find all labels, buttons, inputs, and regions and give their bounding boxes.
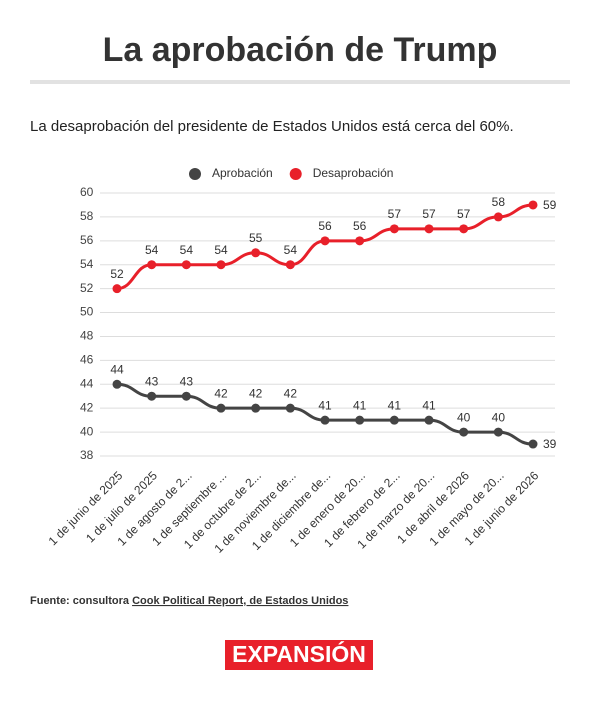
legend-marker [189, 168, 201, 180]
data-label: 41 [353, 398, 367, 412]
data-label: 58 [492, 195, 506, 209]
point [181, 260, 191, 270]
data-label: 42 [284, 386, 298, 400]
point [424, 415, 434, 425]
source-link[interactable]: Cook Political Report, de Estados Unidos [132, 595, 348, 607]
point [389, 224, 399, 234]
legend-label: Desaprobación [313, 166, 394, 180]
point [285, 403, 295, 413]
data-label: 57 [457, 207, 471, 221]
y-tick-label: 42 [80, 400, 94, 414]
point [528, 439, 538, 449]
data-label: 54 [284, 243, 298, 257]
point [528, 200, 538, 210]
y-tick-label: 60 [80, 185, 94, 199]
data-label: 57 [388, 207, 402, 221]
data-label: 44 [110, 362, 124, 376]
point [147, 391, 157, 401]
data-label: 59 [543, 198, 557, 212]
legend-label: Aprobación [212, 166, 273, 180]
point [112, 379, 122, 389]
y-tick-label: 38 [80, 448, 94, 462]
data-label: 43 [145, 374, 159, 388]
data-label: 56 [318, 219, 332, 233]
point [389, 415, 399, 425]
point [355, 236, 365, 246]
subtitle: La desaprobación del presidente de Estad… [30, 118, 514, 135]
point [216, 403, 226, 413]
point [459, 427, 469, 437]
data-label: 56 [353, 219, 367, 233]
point [320, 415, 330, 425]
title-rule [30, 80, 570, 84]
source: Fuente: consultora Cook Political Report… [30, 595, 348, 607]
point [285, 260, 295, 270]
point [459, 224, 469, 234]
y-tick-label: 48 [80, 329, 94, 343]
y-tick-label: 56 [80, 233, 94, 247]
data-label: 42 [249, 386, 263, 400]
data-label: 54 [214, 243, 228, 257]
data-label: 40 [492, 410, 506, 424]
y-tick-label: 54 [80, 257, 94, 271]
point [112, 284, 122, 294]
logo: EXPANSIÓN [232, 640, 366, 667]
data-label: 52 [110, 267, 124, 281]
data-label: 41 [318, 398, 332, 412]
point [216, 260, 226, 270]
point [320, 236, 330, 246]
title: La aprobación de Trump [103, 31, 498, 69]
y-tick-label: 50 [80, 305, 94, 319]
point [251, 248, 261, 258]
source-prefix: Fuente: consultora [30, 595, 132, 607]
data-label: 41 [388, 398, 402, 412]
y-tick-label: 40 [80, 424, 94, 438]
y-tick-label: 58 [80, 209, 94, 223]
y-tick-label: 52 [80, 281, 94, 295]
data-label: 42 [214, 386, 228, 400]
data-label: 54 [145, 243, 159, 257]
data-label: 41 [422, 398, 436, 412]
data-label: 40 [457, 410, 471, 424]
point [493, 212, 503, 222]
data-label: 57 [422, 207, 436, 221]
y-tick-label: 44 [80, 376, 94, 390]
point [147, 260, 157, 270]
point [493, 427, 503, 437]
point [181, 391, 191, 401]
data-label: 54 [180, 243, 194, 257]
point [251, 403, 261, 413]
series-line [116, 382, 534, 446]
data-label: 55 [249, 231, 263, 245]
data-label: 43 [180, 374, 194, 388]
point [424, 224, 434, 234]
data-label: 39 [543, 437, 557, 451]
point [355, 415, 365, 425]
legend-marker [289, 168, 302, 180]
y-tick-label: 46 [80, 353, 94, 367]
logo-box [225, 640, 373, 670]
